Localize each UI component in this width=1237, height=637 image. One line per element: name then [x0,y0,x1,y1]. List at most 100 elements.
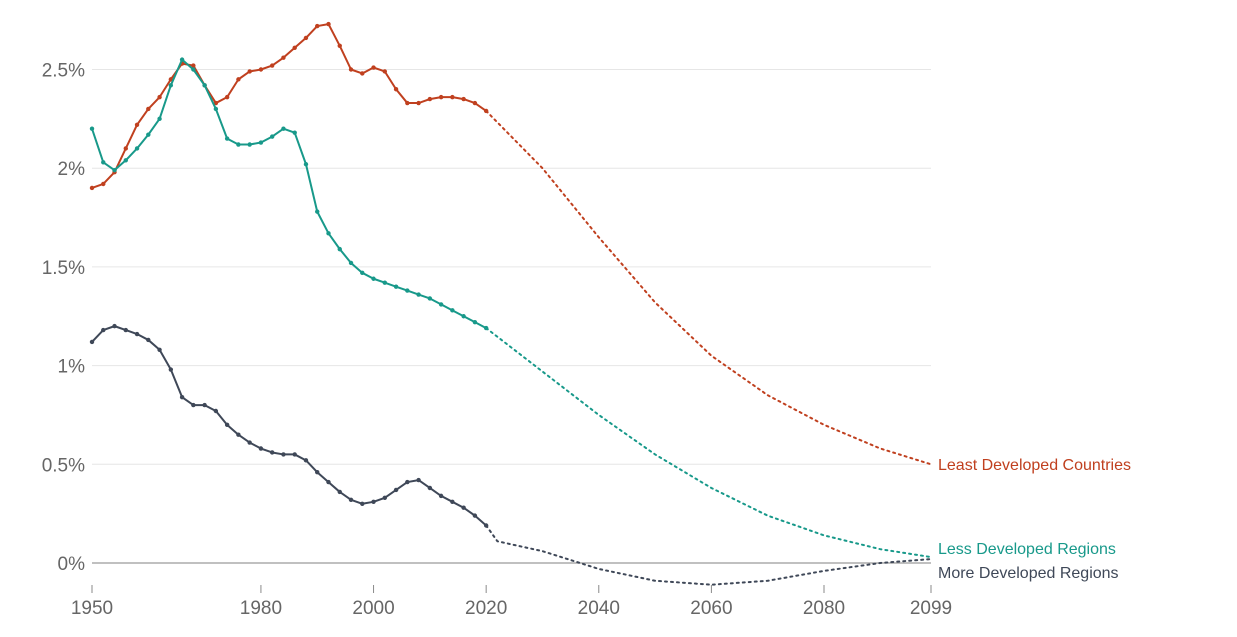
data-point [371,276,376,281]
data-point [405,479,410,485]
data-point [134,331,140,337]
data-point [472,513,478,518]
data-point [191,63,196,68]
data-point [303,35,309,41]
data-point [393,487,399,493]
data-point [269,450,275,455]
data-point [258,67,264,72]
data-point [179,57,185,62]
data-point [371,499,376,505]
data-point [179,394,185,400]
series-line-historical [91,325,488,527]
series-line-projection [485,109,932,466]
data-point [146,106,151,112]
data-point [123,158,128,163]
data-point [292,45,297,50]
data-point [405,100,410,106]
data-point [472,100,478,106]
data-point [303,162,309,167]
x-tick-label: 2060 [690,598,732,619]
data-point [213,408,219,414]
series-1 [89,21,932,466]
y-tick-label: 1% [58,357,86,378]
y-tick-label: 0% [58,554,86,575]
data-point [360,501,365,506]
data-point [269,134,275,139]
data-point [247,69,252,74]
data-point [89,339,95,345]
series-line-projection [485,327,932,559]
data-point [281,452,286,457]
data-point [168,367,174,372]
data-point [303,458,309,463]
data-point [427,485,433,491]
y-axis-ticks: 0% 0.5% 1% 1.5% 2% 2.5% [42,61,85,576]
series-label: More Developed Regions [938,565,1119,582]
data-point [134,146,140,151]
data-point [112,167,117,173]
data-point [382,280,388,285]
data-point [438,493,444,499]
data-point [416,292,421,297]
data-point [382,495,388,501]
data-point [224,422,230,428]
data-point [360,270,365,276]
x-axis-ticks: 1950 1980 2000 2020 2040 2060 2080 2099 [71,585,952,619]
series-label: Least Developed Countries [938,457,1131,474]
data-point [101,327,106,333]
data-point [247,142,252,147]
data-point [472,319,478,325]
data-point [371,65,376,70]
series-labels: Least Developed Countries Less Developed … [938,457,1131,582]
data-point [461,505,466,510]
data-point [326,21,331,27]
data-point [236,142,241,147]
data-point [427,296,433,301]
data-point [461,314,466,319]
data-point [348,260,354,266]
plot-area [89,21,932,586]
data-point [315,469,320,475]
y-tick-label: 1.5% [42,258,85,279]
data-point [450,308,455,313]
series-line-historical [91,23,488,189]
data-point [247,440,252,445]
y-tick-label: 0.5% [42,455,85,476]
data-point [461,96,466,102]
x-tick-label: 1950 [71,598,113,619]
x-tick-label: 2040 [578,598,620,619]
data-point [168,83,174,88]
data-point [292,130,297,135]
x-tick-label: 2080 [803,598,845,619]
data-point [416,100,421,106]
x-tick-label: 2000 [352,598,394,619]
data-point [281,55,286,60]
data-point [326,231,331,236]
data-point [292,452,297,457]
data-point [360,71,365,76]
x-tick-label: 1980 [240,598,282,619]
data-point [438,302,444,307]
data-point [101,181,106,187]
data-point [224,136,230,141]
data-point [236,77,241,82]
data-point [337,43,342,49]
series-3 [89,323,932,586]
series-2 [89,57,932,559]
data-point [191,402,196,408]
data-point [89,126,95,131]
x-tick-label: 2099 [910,598,952,619]
data-point [134,122,140,127]
data-point [269,63,275,68]
data-point [450,499,455,505]
data-point [89,185,95,191]
data-point [337,246,342,252]
y-tick-label: 2% [58,159,86,180]
data-point [123,327,128,333]
data-point [382,69,388,74]
data-point [315,209,320,214]
data-point [438,94,444,100]
data-point [450,94,455,100]
data-point [157,347,162,353]
data-point [157,94,162,100]
